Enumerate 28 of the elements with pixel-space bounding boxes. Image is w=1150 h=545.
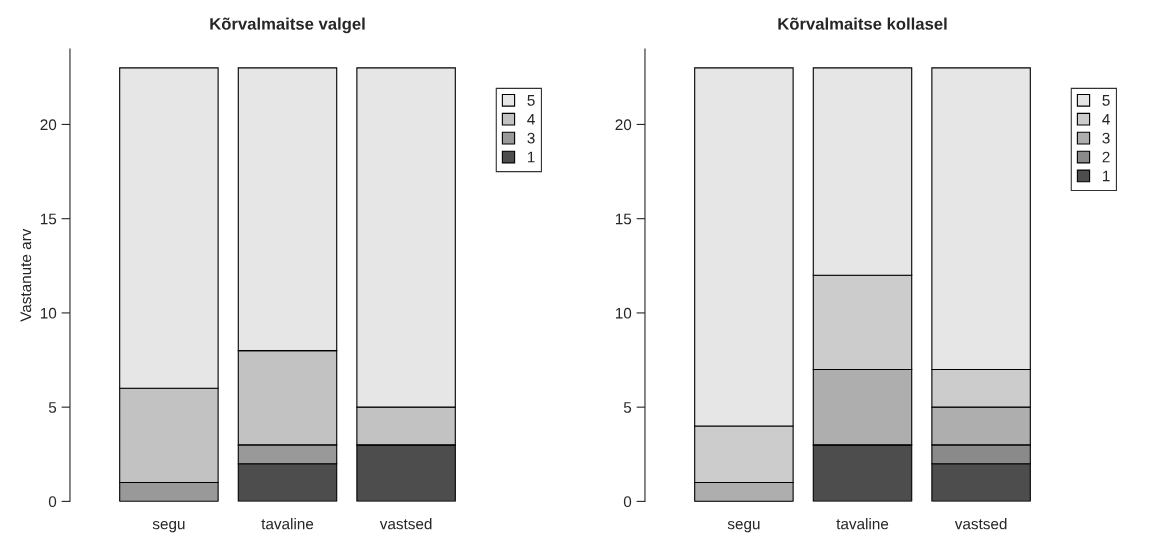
y-tick-label: 15 bbox=[615, 213, 632, 225]
y-tick-label: 5 bbox=[48, 402, 57, 413]
x-tick-label: segu bbox=[152, 520, 185, 533]
y-tick-label: 20 bbox=[615, 119, 632, 131]
x-tick-label: tavaline bbox=[261, 518, 314, 530]
x-tick-label: vastsed bbox=[954, 518, 1007, 530]
legend-label: 1 bbox=[1102, 170, 1110, 182]
legend-label: 3 bbox=[1102, 132, 1110, 144]
legend-label: 5 bbox=[1102, 95, 1110, 106]
legend-label: 4 bbox=[1102, 114, 1110, 125]
legend-label: 2 bbox=[1102, 151, 1110, 163]
y-tick-label: 10 bbox=[615, 307, 632, 319]
legend-label: 3 bbox=[527, 132, 535, 144]
y-tick-label: 0 bbox=[623, 496, 632, 508]
chart-title: Kõrvalmaitse kollasel bbox=[778, 17, 947, 30]
y-tick-label: 10 bbox=[40, 307, 57, 319]
y-tick-label: 5 bbox=[623, 402, 632, 413]
x-tick-label: tavaline bbox=[836, 518, 889, 530]
y-tick-label: 0 bbox=[48, 496, 57, 508]
x-tick-label: vastsed bbox=[379, 518, 432, 530]
chart-title: Kõrvalmaitse valgel bbox=[210, 17, 365, 34]
legend-label: 1 bbox=[527, 151, 535, 163]
y-tick-label: 20 bbox=[40, 119, 57, 131]
legend-label: 4 bbox=[527, 114, 535, 125]
x-tick-label: segu bbox=[727, 520, 760, 533]
y-tick-label: 15 bbox=[40, 213, 57, 225]
legend-label: 5 bbox=[527, 95, 535, 106]
y-axis-title: Vastanute arv bbox=[20, 228, 32, 322]
